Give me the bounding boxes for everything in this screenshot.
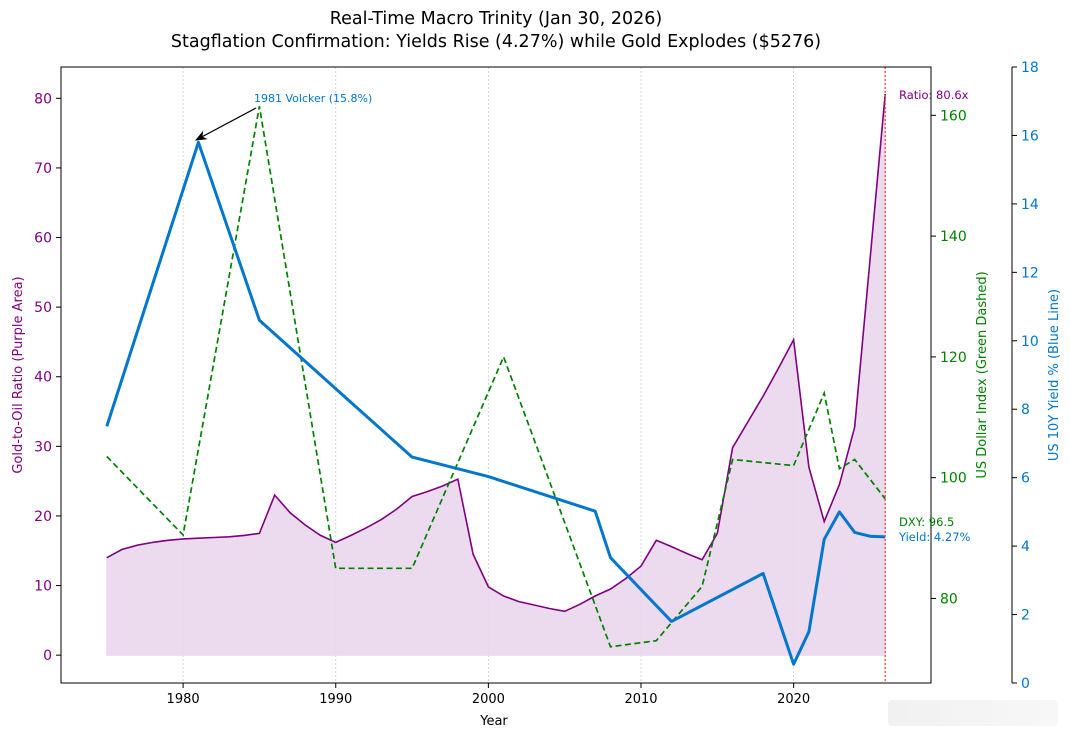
yield-tick-label: 14 — [1021, 197, 1039, 213]
left-axis-label: Gold-to-Oil Ratio (Purple Area) — [11, 276, 26, 473]
yield-tick-label: 2 — [1021, 608, 1030, 624]
volcker-arrow — [194, 107, 257, 141]
axes: 1980 1990 2000 2010 202001020304050607080801… — [34, 60, 1039, 707]
yield-tick-label: 6 — [1021, 471, 1030, 487]
left-tick-label: 40 — [34, 370, 52, 386]
gold-oil-ratio-line — [106, 94, 886, 613]
x-tick-label: 2000 — [472, 692, 505, 707]
gold-oil-ratio-area — [106, 94, 886, 656]
yield-tick-label: 0 — [1021, 676, 1030, 692]
dxy-tick-label: 100 — [940, 471, 967, 487]
dxy-axis-label: US Dollar Index (Green Dashed) — [975, 271, 990, 478]
yield-tick-label: 8 — [1021, 402, 1030, 418]
left-tick-label: 50 — [34, 300, 52, 316]
x-tick-label: 2010 — [624, 692, 657, 707]
yield-axis-label: US 10Y Yield % (Blue Line) — [1047, 289, 1062, 461]
yield-line — [105, 140, 886, 666]
yield-tick-label: 16 — [1021, 128, 1039, 144]
left-tick-label: 20 — [34, 509, 52, 525]
dxy-tick-label: 140 — [940, 229, 967, 245]
plot-frame — [60, 66, 932, 684]
ratio-annotation: Ratio: 80.6x — [899, 88, 969, 102]
dxy-line — [106, 106, 886, 648]
x-tick-label: 1980 — [167, 692, 200, 707]
chart-subtitle: Stagflation Confirmation: Yields Rise (4… — [171, 32, 821, 52]
left-tick-label: 80 — [34, 91, 52, 107]
x-tick-label: 1990 — [319, 692, 352, 707]
left-tick-label: 0 — [43, 648, 52, 664]
x-axis-label: Year — [479, 714, 508, 729]
yield-tick-label: 12 — [1021, 265, 1039, 281]
left-tick-label: 10 — [34, 579, 52, 595]
dxy-tick-label: 80 — [940, 591, 958, 607]
left-tick-label: 30 — [34, 439, 52, 455]
annotations: 1981 Volcker (15.8%) Ratio: 80.6x DXY: 9… — [194, 88, 971, 544]
yield-tick-label: 10 — [1021, 334, 1039, 350]
dxy-annotation: DXY: 96.5 — [899, 515, 954, 529]
left-tick-label: 60 — [34, 231, 52, 247]
chart-title: Real-Time Macro Trinity (Jan 30, 2026) — [330, 9, 662, 29]
dxy-tick-label: 160 — [940, 108, 967, 124]
yield-annotation: Yield: 4.27% — [898, 530, 971, 544]
watermark-blur — [888, 700, 1058, 726]
yield-tick-label: 4 — [1021, 539, 1030, 555]
plot-area — [105, 67, 886, 683]
left-tick-label: 70 — [34, 161, 52, 177]
volcker-annotation: 1981 Volcker (15.8%) — [254, 92, 372, 105]
dxy-tick-label: 120 — [940, 350, 967, 366]
yield-tick-label: 18 — [1021, 60, 1039, 76]
x-tick-label: 2020 — [777, 692, 810, 707]
